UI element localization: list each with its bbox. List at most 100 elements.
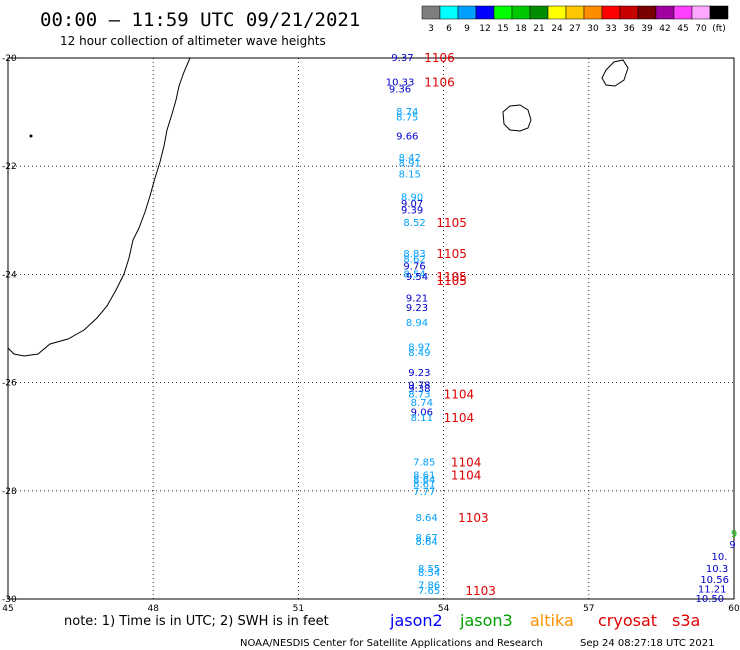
wave-height-value: 9.66 bbox=[396, 131, 418, 142]
wave-height-value: 10.56 bbox=[700, 575, 729, 586]
wave-height-value: 10.50 bbox=[695, 594, 724, 605]
colorbar-label: 12 bbox=[479, 24, 490, 34]
wave-height-value: 8.94 bbox=[406, 318, 428, 329]
colorbar-swatch bbox=[583, 5, 603, 20]
map-area: 45 48 51 54 57 60 -20 -22 -24 -26 -28 -30 9.37 10.33… bbox=[2, 51, 740, 614]
colorbar-swatch bbox=[511, 5, 531, 20]
colorbar-label: 9 bbox=[464, 24, 470, 34]
wave-height-value: 9.23 bbox=[406, 303, 428, 314]
wave-height-value: 9.37 bbox=[391, 53, 413, 64]
wave-height-value: 9.06 bbox=[411, 407, 433, 418]
legend-item-s3a: s3a bbox=[672, 611, 700, 630]
colorbar-swatch bbox=[655, 5, 675, 20]
credit-text: NOAA/NESDIS Center for Satellite Applica… bbox=[240, 638, 543, 649]
wave-height-value: 10.33 bbox=[386, 77, 415, 88]
colorbar-swatch bbox=[709, 5, 729, 20]
wave-height-value: 8.11 bbox=[411, 413, 433, 424]
pass-number-label: 1105 bbox=[436, 270, 467, 284]
wave-height-value: 8.49 bbox=[408, 348, 430, 359]
wave-height-value: 9.36 bbox=[389, 84, 411, 95]
wave-height-value: 8.91 bbox=[399, 158, 421, 169]
satellite-legend: jason2 jason3 altika cryosat s3a bbox=[389, 611, 700, 630]
wave-height-value: 9.23 bbox=[408, 368, 430, 379]
coastlines bbox=[7, 57, 629, 357]
colorbar-label: 70 bbox=[695, 24, 707, 34]
colorbar-label: 30 bbox=[587, 24, 599, 34]
legend-item-cryosat: cryosat bbox=[598, 611, 657, 630]
pass-number-label: 1105 bbox=[436, 216, 467, 230]
wave-height-value: 8.67 bbox=[416, 533, 438, 544]
pass-number-label: 1104 bbox=[444, 388, 475, 402]
colorbar: 3 6 9 12 15 18 21 24 27 30 33 36 39 42 45 70 (ft) bbox=[421, 5, 729, 34]
wave-height-value: 7.85 bbox=[413, 458, 435, 469]
colorbar-swatch bbox=[421, 5, 441, 20]
wave-height-value: 8.61 bbox=[413, 479, 435, 490]
lon-tick-label: 51 bbox=[293, 604, 304, 614]
grid-lines bbox=[8, 58, 734, 599]
wave-height-value: 7.77 bbox=[413, 487, 435, 498]
wave-height-value: 9 bbox=[729, 540, 735, 551]
wave-height-value: 9 bbox=[731, 529, 737, 540]
lon-tick-label: 54 bbox=[438, 604, 450, 614]
wave-height-value: 8.62 bbox=[403, 254, 425, 265]
wave-height-value: 8.83 bbox=[403, 249, 425, 260]
colorbar-swatch bbox=[691, 5, 711, 20]
legend-item-altika: altika bbox=[530, 611, 574, 630]
lat-tick-label: -30 bbox=[2, 595, 17, 605]
wave-height-value: 8.61 bbox=[413, 471, 435, 482]
pass-number-label: 1105 bbox=[436, 247, 467, 261]
wave-height-value: 8.15 bbox=[399, 169, 421, 180]
map-frame bbox=[7, 57, 735, 600]
wave-height-value: 8.64 bbox=[416, 513, 438, 524]
colorbar-swatch bbox=[529, 5, 549, 20]
colorbar-label: 36 bbox=[623, 24, 635, 34]
colorbar-label: 24 bbox=[551, 24, 563, 34]
wave-height-value: 8.90 bbox=[401, 193, 423, 204]
lon-tick-label: 60 bbox=[728, 604, 740, 614]
colorbar-swatch bbox=[547, 5, 567, 20]
wave-height-value: 8.64 bbox=[413, 475, 435, 486]
pass-number-label: 1106 bbox=[424, 75, 455, 89]
wave-height-value: 8.74 bbox=[396, 107, 418, 118]
lon-tick-label: 57 bbox=[583, 604, 594, 614]
colorbar-label: 39 bbox=[641, 24, 653, 34]
pass-number-label: 1104 bbox=[444, 411, 475, 425]
wave-height-value: 8.54 bbox=[418, 568, 440, 579]
colorbar-label: 18 bbox=[515, 24, 527, 34]
pass-number-label: 1103 bbox=[465, 584, 496, 598]
wave-height-value: 7.86 bbox=[418, 580, 440, 591]
colorbar-swatch bbox=[493, 5, 513, 20]
wave-height-value: 9.76 bbox=[403, 261, 425, 272]
wave-height-value: 9.21 bbox=[406, 294, 428, 305]
wave-height-value: 9.54 bbox=[406, 272, 428, 283]
legend-item-jason3: jason3 bbox=[459, 611, 513, 630]
wave-height-value: 9.07 bbox=[401, 199, 423, 210]
wave-height-value: 8.55 bbox=[418, 564, 440, 575]
pass-number-label: 1103 bbox=[458, 511, 489, 525]
colorbar-swatch bbox=[439, 5, 459, 20]
wave-height-value: 8.97 bbox=[408, 342, 430, 353]
lat-tick-label: -26 bbox=[2, 379, 17, 389]
pass-number-label: 1106 bbox=[424, 51, 455, 65]
wave-height-value: 10. bbox=[712, 552, 728, 563]
mauritius-island bbox=[601, 59, 629, 87]
wave-height-value: 8.54 bbox=[403, 269, 425, 280]
madagascar-coastline bbox=[7, 57, 191, 357]
lat-tick-label: -24 bbox=[2, 270, 17, 280]
wave-height-value: 11.21 bbox=[698, 584, 727, 595]
colorbar-label: 27 bbox=[569, 24, 580, 34]
colorbar-swatch bbox=[619, 5, 639, 20]
wave-height-value: 9.78 bbox=[408, 380, 430, 391]
wave-height-value: 8.74 bbox=[411, 398, 433, 409]
colorbar-label: 15 bbox=[497, 24, 508, 34]
page-title: 00:00 – 11:59 UTC 09/21/2021 bbox=[40, 9, 360, 31]
lat-tick-label: -20 bbox=[2, 54, 17, 64]
colorbar-label: 42 bbox=[659, 24, 670, 34]
colorbar-label: 6 bbox=[446, 24, 452, 34]
colorbar-label: 3 bbox=[428, 24, 434, 34]
subtitle: 12 hour collection of altimeter wave hei… bbox=[60, 34, 326, 48]
altimeter-observations: 9.3710.339.368.748.759.668.428.918.158.9… bbox=[386, 53, 737, 605]
colorbar-swatch bbox=[637, 5, 657, 20]
colorbar-swatch bbox=[457, 5, 477, 20]
